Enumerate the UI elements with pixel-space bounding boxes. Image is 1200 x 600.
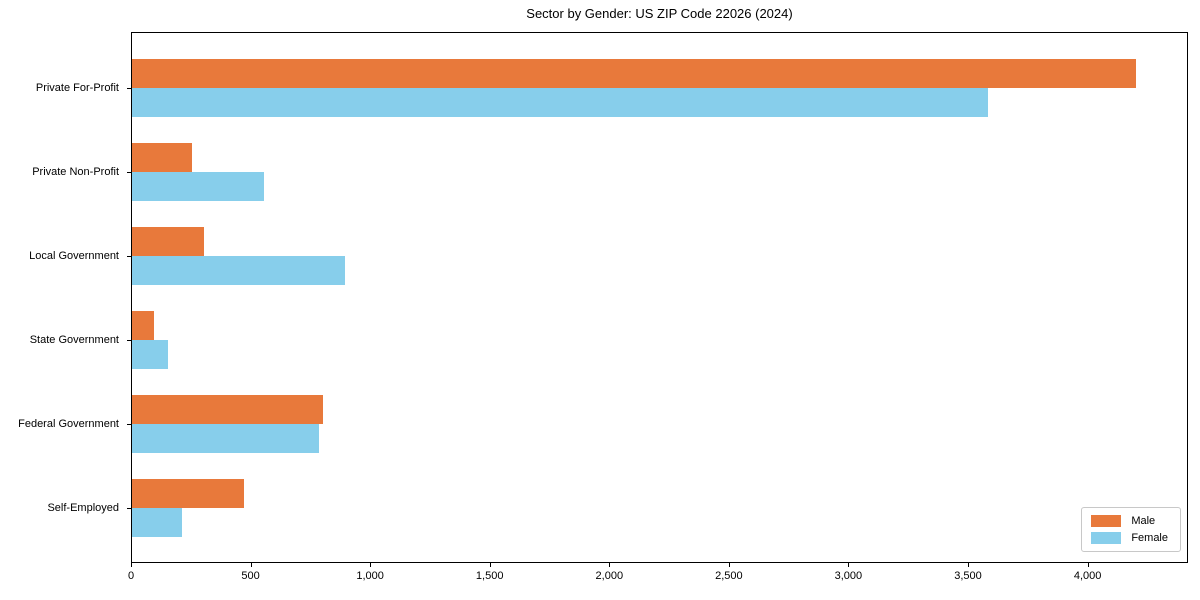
bar-male — [132, 395, 324, 424]
ytick-label: State Government — [29, 334, 119, 346]
xtick-mark — [370, 563, 372, 567]
female-series-swatch — [1091, 532, 1122, 544]
xtick-mark — [489, 563, 491, 567]
xtick-label: 1,000 — [356, 570, 384, 582]
xtick-mark — [609, 563, 611, 567]
legend-label-female: Female — [1131, 532, 1168, 544]
bar-male — [132, 479, 245, 508]
ytick-label: Self-Employed — [47, 502, 119, 514]
xtick-label: 4,000 — [1073, 570, 1102, 582]
ytick-mark — [127, 256, 131, 257]
xtick-label: 3,000 — [834, 570, 863, 582]
ytick-mark — [127, 88, 131, 89]
xtick-label: 0 — [127, 570, 135, 582]
xtick-mark — [848, 563, 850, 567]
bar-male — [132, 59, 1137, 88]
plot-area: Male Female — [131, 32, 1188, 563]
xtick-mark — [968, 563, 969, 567]
legend: Male Female — [1081, 507, 1181, 552]
ytick-mark — [127, 424, 131, 425]
bar-female — [132, 172, 264, 201]
male-series-swatch — [1091, 515, 1122, 527]
ytick-mark — [127, 340, 131, 341]
xtick-mark — [250, 563, 252, 567]
ytick-label: Private For-Profit — [35, 82, 119, 94]
xtick-mark — [728, 563, 730, 567]
xtick-label: 500 — [241, 570, 260, 582]
legend-item-male: Male — [1091, 515, 1168, 527]
bar-female — [132, 340, 168, 369]
ytick-mark — [127, 172, 131, 173]
xtick-mark — [131, 563, 132, 567]
ytick-label: Federal Government — [18, 418, 119, 430]
bar-male — [132, 311, 154, 340]
bars-layer — [132, 33, 1187, 562]
legend-item-female: Female — [1091, 532, 1168, 544]
chart-title: Sector by Gender: US ZIP Code 22026 (202… — [526, 6, 793, 21]
bar-female — [132, 508, 183, 537]
bar-female — [132, 424, 319, 453]
legend-label-male: Male — [1131, 515, 1156, 527]
xtick-label: 3,500 — [954, 570, 982, 582]
xtick-mark — [1087, 563, 1089, 567]
bar-female — [132, 88, 989, 117]
ytick-mark — [127, 508, 131, 509]
bar-male — [132, 143, 192, 172]
xtick-label: 2,500 — [715, 570, 743, 582]
bar-male — [132, 227, 204, 256]
ytick-label: Private Non-Profit — [32, 166, 119, 178]
xtick-label: 2,000 — [595, 570, 624, 582]
xtick-label: 1,500 — [475, 570, 504, 582]
bar-female — [132, 256, 345, 285]
ytick-label: Local Government — [29, 250, 119, 262]
